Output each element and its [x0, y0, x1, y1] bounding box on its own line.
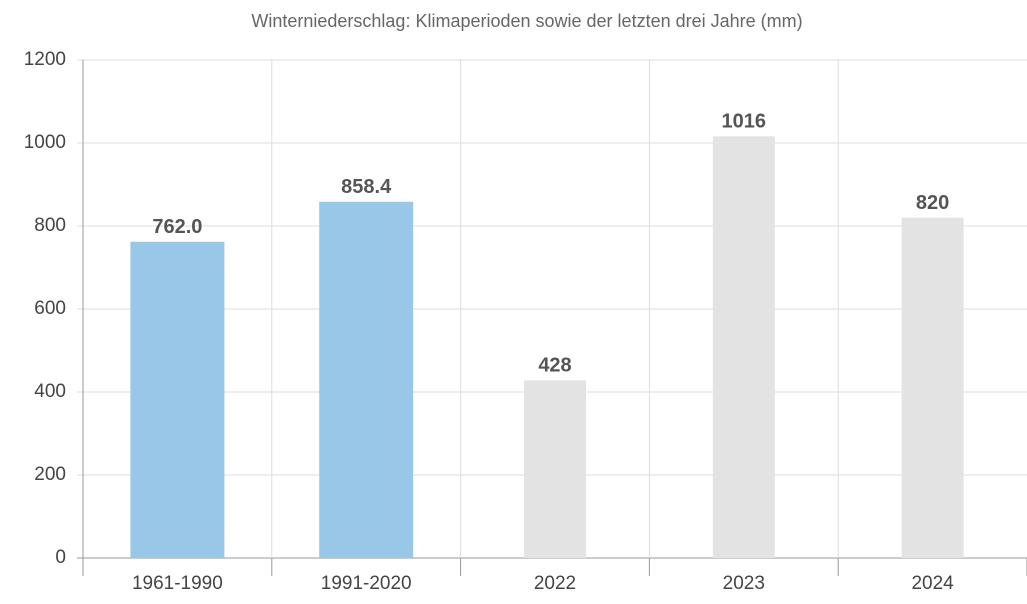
y-tick-label: 1200	[24, 49, 66, 70]
data-label: 820	[916, 192, 949, 214]
data-label: 1016	[722, 111, 767, 133]
x-tick-label: 1991-2020	[321, 573, 412, 594]
x-tick-label: 2023	[723, 573, 765, 594]
bar	[130, 241, 225, 558]
bar	[319, 201, 414, 558]
bar	[901, 217, 964, 558]
bar	[712, 136, 775, 559]
x-tick-label: 1961-1990	[132, 573, 223, 594]
data-label: 858.4	[341, 176, 392, 198]
y-tick-label: 600	[34, 298, 66, 319]
y-tick-label: 200	[34, 464, 66, 485]
chart-title: Winterniederschlag: Klimaperioden sowie …	[251, 11, 802, 31]
data-label: 428	[538, 355, 571, 377]
bar	[524, 380, 586, 558]
x-tick-label: 2024	[911, 573, 954, 594]
y-tick-label: 400	[34, 381, 66, 402]
y-tick-label: 800	[34, 215, 66, 236]
data-label: 762.0	[152, 216, 202, 238]
x-tick-label: 2022	[534, 573, 576, 594]
y-tick-label: 0	[55, 547, 66, 568]
y-tick-label: 1000	[24, 132, 66, 153]
